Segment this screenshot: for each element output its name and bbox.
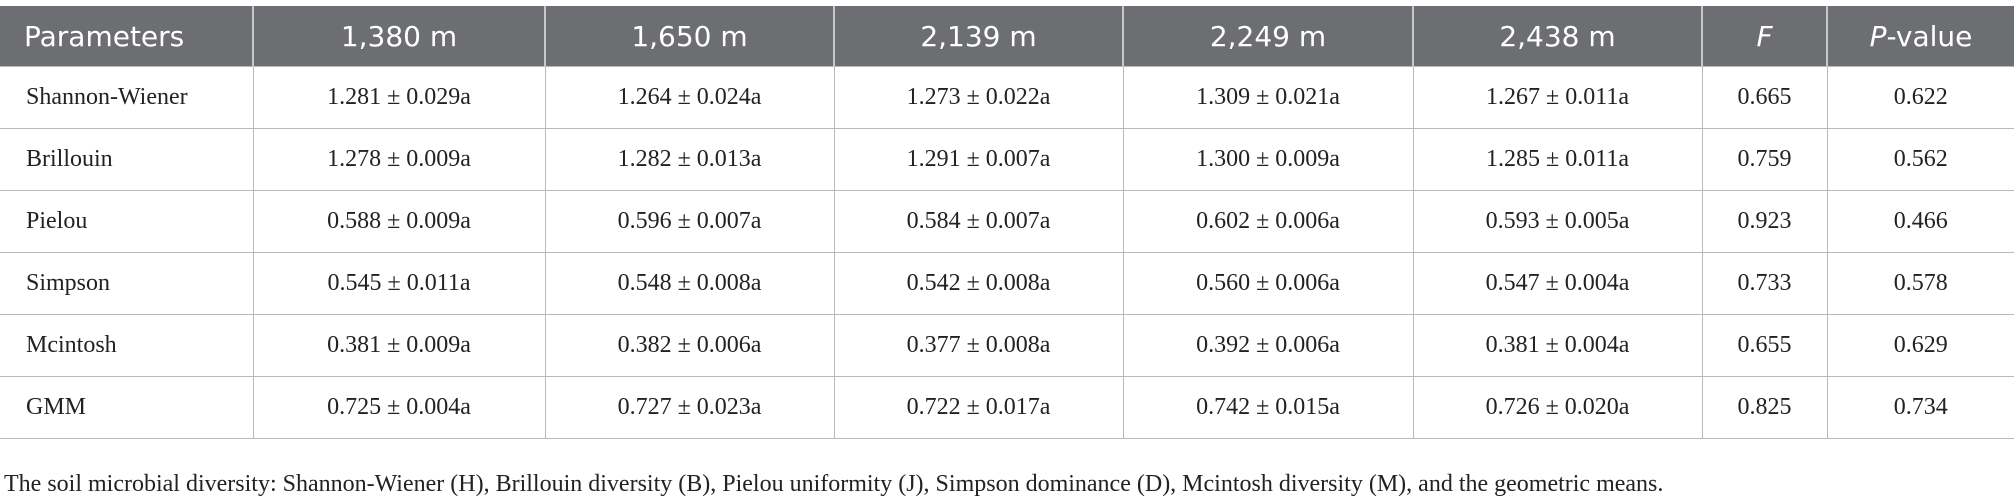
row-label: Mcintosh (0, 314, 254, 377)
cell: 0.742 ± 0.015a (1122, 376, 1414, 439)
row-label: GMM (0, 376, 254, 439)
header-text: P (1869, 19, 1887, 53)
row-label: Pielou (0, 190, 254, 253)
cell: 0.622 (1826, 66, 2014, 129)
footnote: The soil microbial diversity: Shannon-Wi… (4, 471, 1664, 496)
data-table: Parameters 1,380 m 1,650 m 2,139 m 2,249 m 2,… (0, 6, 2014, 439)
cell: 0.733 (1701, 252, 1828, 315)
cell: 0.629 (1826, 314, 2014, 377)
header-cell: 2,438 m (1412, 6, 1702, 67)
header-row: Parameters 1,380 m 1,650 m 2,139 m 2,249 m 2,… (0, 6, 2014, 67)
table-row: Brillouin 1.278 ± 0.009a 1.282 ± 0.013a 1.2… (0, 128, 2014, 191)
cell: 0.545 ± 0.011a (252, 252, 546, 315)
cell: 1.278 ± 0.009a (252, 128, 546, 191)
cell: 0.726 ± 0.020a (1412, 376, 1703, 439)
row-label: Shannon-Wiener (0, 66, 254, 129)
cell: 1.273 ± 0.022a (833, 66, 1124, 129)
table-row: Simpson 0.545 ± 0.011a 0.548 ± 0.008a 0.542… (0, 252, 2014, 315)
table-row: GMM 0.725 ± 0.004a 0.727 ± 0.023a 0.722 ± 0… (0, 376, 2014, 439)
header-text: -value (1886, 19, 1973, 53)
header-cell: F (1701, 6, 1827, 67)
header-cell: 2,139 m (833, 6, 1123, 67)
table-row: Pielou 0.588 ± 0.009a 0.596 ± 0.007a 0.584 … (0, 190, 2014, 253)
header-cell: Parameters (0, 6, 253, 67)
cell: 0.560 ± 0.006a (1122, 252, 1414, 315)
cell: 0.547 ± 0.004a (1412, 252, 1703, 315)
cell: 0.588 ± 0.009a (252, 190, 546, 253)
cell: 0.596 ± 0.007a (544, 190, 835, 253)
cell: 0.381 ± 0.004a (1412, 314, 1703, 377)
header-cell: 1,380 m (252, 6, 545, 67)
cell: 0.923 (1701, 190, 1828, 253)
header-cell: 2,249 m (1122, 6, 1413, 67)
cell: 0.655 (1701, 314, 1828, 377)
row-label: Brillouin (0, 128, 254, 191)
cell: 1.267 ± 0.011a (1412, 66, 1703, 129)
cell: 0.542 ± 0.008a (833, 252, 1124, 315)
cell: 0.392 ± 0.006a (1122, 314, 1414, 377)
cell: 1.281 ± 0.029a (252, 66, 546, 129)
cell: 0.382 ± 0.006a (544, 314, 835, 377)
cell: 0.825 (1701, 376, 1828, 439)
cell: 1.285 ± 0.011a (1412, 128, 1703, 191)
cell: 0.725 ± 0.004a (252, 376, 546, 439)
cell: 0.759 (1701, 128, 1828, 191)
table-row: Mcintosh 0.381 ± 0.009a 0.382 ± 0.006a 0.37… (0, 314, 2014, 377)
cell: 0.584 ± 0.007a (833, 190, 1124, 253)
cell: 0.466 (1826, 190, 2014, 253)
cell: 1.291 ± 0.007a (833, 128, 1124, 191)
cell: 0.562 (1826, 128, 2014, 191)
header-cell: P-value (1826, 6, 2014, 67)
cell: 0.734 (1826, 376, 2014, 439)
table-row: Shannon-Wiener 1.281 ± 0.029a 1.264 ± 0.02… (0, 66, 2014, 129)
cell: 0.593 ± 0.005a (1412, 190, 1703, 253)
cell: 1.264 ± 0.024a (544, 66, 835, 129)
cell: 1.282 ± 0.013a (544, 128, 835, 191)
row-label: Simpson (0, 252, 254, 315)
cell: 0.578 (1826, 252, 2014, 315)
cell: 0.381 ± 0.009a (252, 314, 546, 377)
header-cell: 1,650 m (544, 6, 834, 67)
cell: 0.722 ± 0.017a (833, 376, 1124, 439)
cell: 1.309 ± 0.021a (1122, 66, 1414, 129)
cell: 0.377 ± 0.008a (833, 314, 1124, 377)
cell: 0.602 ± 0.006a (1122, 190, 1414, 253)
cell: 0.727 ± 0.023a (544, 376, 835, 439)
cell: 1.300 ± 0.009a (1122, 128, 1414, 191)
cell: 0.665 (1701, 66, 1828, 129)
table-body: Shannon-Wiener 1.281 ± 0.029a 1.264 ± 0.02… (0, 66, 2014, 439)
cell: 0.548 ± 0.008a (544, 252, 835, 315)
